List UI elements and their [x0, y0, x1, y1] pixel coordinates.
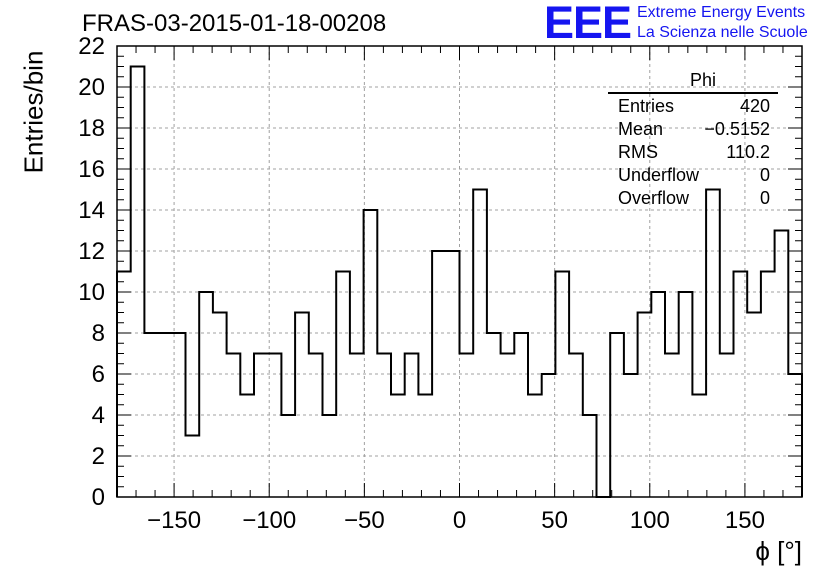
histogram-bin — [460, 354, 474, 498]
x-axis-title: ϕ [°] — [755, 536, 802, 566]
histogram-bin — [720, 354, 734, 498]
histogram-bin — [336, 272, 350, 498]
y-axis-title: Entries/bin — [18, 50, 49, 174]
stats-label: Underflow — [618, 165, 700, 185]
stats-value: 0 — [759, 165, 770, 185]
histogram-bin — [418, 395, 432, 498]
histogram-bin — [761, 272, 775, 498]
histogram-bin — [405, 354, 419, 498]
x-tick-label: 100 — [630, 507, 670, 534]
histogram-bin — [268, 354, 282, 498]
x-tick-label: 150 — [725, 507, 765, 534]
y-tick-label: 12 — [78, 238, 105, 265]
histogram-bin — [186, 436, 200, 498]
stats-box: Phi Entries 420 Mean −0.5152 RMS 110.2 U… — [608, 70, 778, 210]
histogram-bin — [528, 395, 542, 498]
histogram-bin — [309, 354, 323, 498]
histogram-bin — [473, 190, 487, 498]
eee-logo: EEE — [544, 0, 632, 48]
histogram-bin — [432, 251, 446, 497]
histogram-bin — [213, 313, 227, 498]
x-tick-label: 0 — [453, 507, 466, 534]
y-tick-label: 8 — [92, 320, 105, 347]
y-tick-label: 2 — [92, 443, 105, 470]
y-tick-label: 16 — [78, 156, 105, 183]
plot-title: FRAS-03-2015-01-18-00208 — [82, 10, 387, 37]
histogram-bin — [240, 395, 254, 498]
histogram-bin — [501, 354, 515, 498]
histogram-bin — [775, 231, 789, 498]
y-tick-label: 4 — [92, 402, 105, 429]
stats-label: RMS — [618, 142, 658, 162]
stats-value: −0.5152 — [704, 119, 770, 139]
y-tick-label: 22 — [78, 33, 105, 60]
y-tick-label: 20 — [78, 74, 105, 101]
y-tick-label: 6 — [92, 361, 105, 388]
stats-value: 0 — [759, 188, 770, 208]
stats-value: 420 — [739, 96, 770, 116]
histogram-bin — [227, 354, 241, 498]
stats-divider — [608, 92, 778, 94]
logo-line-1: Extreme Energy Events — [637, 4, 806, 21]
histogram-bin — [555, 272, 569, 498]
histogram-bin — [747, 313, 761, 498]
histogram-bin — [624, 374, 638, 497]
histogram-outline — [116, 65, 803, 498]
histogram-bin — [295, 313, 309, 498]
histogram-bin — [487, 333, 501, 497]
stats-label: Mean — [618, 119, 664, 139]
histogram-bin — [323, 415, 337, 497]
histogram-bin — [679, 292, 693, 497]
stats-row-overflow: Overflow 0 — [608, 187, 778, 210]
y-tick-label: 14 — [78, 197, 105, 224]
histogram-bin — [144, 333, 158, 497]
histogram-bin — [117, 272, 131, 498]
histogram-bin — [172, 333, 186, 497]
histogram-bin — [569, 354, 583, 498]
histogram-bin — [665, 354, 679, 498]
histogram-bin — [651, 292, 665, 497]
histogram-bin — [199, 292, 213, 497]
stats-histogram-name: Phi — [689, 70, 716, 90]
histogram-bin — [514, 333, 528, 497]
histogram-bin — [542, 374, 556, 497]
stats-label: Entries — [618, 96, 675, 116]
histogram-bin — [281, 415, 295, 497]
histogram-bin — [706, 190, 720, 498]
stats-row-underflow: Underflow 0 — [608, 164, 778, 187]
histogram-bin — [734, 272, 748, 498]
histogram-bin — [638, 313, 652, 498]
histogram-bin — [131, 67, 145, 498]
histogram-bin — [446, 251, 460, 497]
histogram-bin — [364, 210, 378, 497]
x-tick-label: 50 — [541, 507, 568, 534]
y-tick-label: 0 — [92, 484, 105, 511]
stats-row-rms: RMS 110.2 — [608, 141, 778, 164]
x-tick-label: −100 — [242, 507, 296, 534]
stats-row-entries: Entries 420 — [608, 95, 778, 118]
histogram-bin — [254, 354, 268, 498]
x-tick-label: −50 — [344, 507, 385, 534]
histogram-bin — [610, 333, 624, 497]
y-tick-label: 10 — [78, 279, 105, 306]
histogram-bin — [692, 395, 706, 498]
histogram-bin — [583, 415, 597, 497]
histogram-bin — [391, 395, 405, 498]
logo-line-2: La Scienza nelle Scuole — [637, 24, 808, 41]
histogram-bin — [350, 354, 364, 498]
histogram-bin — [377, 354, 391, 498]
stats-value: 110.2 — [726, 142, 770, 162]
x-tick-label: −150 — [147, 507, 201, 534]
histogram-bin — [788, 374, 802, 497]
stats-row-mean: Mean −0.5152 — [608, 118, 778, 141]
stats-label: Overflow — [618, 188, 690, 208]
y-tick-label: 18 — [78, 115, 105, 142]
histogram-bin — [158, 333, 172, 497]
